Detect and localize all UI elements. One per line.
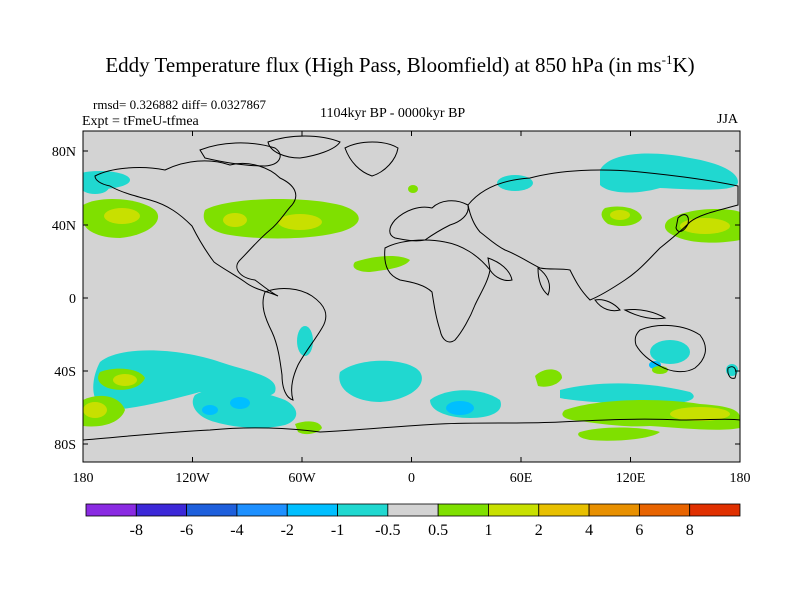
coastlines — [83, 135, 740, 441]
colorbar-swatch — [538, 503, 590, 517]
colorbar-swatch — [85, 503, 137, 517]
colorbar-label: -2 — [281, 522, 294, 539]
stats-text: rmsd= 0.326882 diff= 0.0327867 — [93, 97, 266, 112]
lon-tick-label: 60W — [288, 471, 316, 486]
latitude-axis: 80N 40N 0 40S 80S — [52, 145, 740, 453]
experiment-text: Expt = tFmeU-tfmea — [82, 114, 199, 129]
colorbar-swatch — [437, 503, 489, 517]
lon-tick-label: 180 — [73, 471, 94, 486]
season-text: JJA — [717, 112, 739, 127]
lon-tick-label: 120W — [175, 471, 210, 486]
colorbar: -8 -6 -4 -2 -1 -0.5 0.5 1 2 4 6 8 — [85, 503, 741, 539]
colorbar-label: 2 — [535, 522, 543, 539]
colorbar-label: 0.5 — [428, 522, 448, 539]
colorbar-swatch — [488, 503, 540, 517]
lon-tick-label: 120E — [616, 471, 646, 486]
colorbar-label: -6 — [180, 522, 193, 539]
period-text: 1104kyr BP - 0000kyr BP — [320, 106, 466, 121]
colorbar-label: -4 — [230, 522, 243, 539]
colorbar-label: -8 — [130, 522, 143, 539]
lat-tick-label: 80N — [52, 145, 76, 160]
colorbar-label: 6 — [635, 522, 643, 539]
colorbar-swatch — [387, 503, 439, 517]
colorbar-label: -1 — [331, 522, 344, 539]
colorbar-label: 4 — [585, 522, 593, 539]
negative-anomaly-cores — [202, 361, 661, 415]
colorbar-label: 8 — [686, 522, 694, 539]
colorbar-swatch — [236, 503, 288, 517]
lon-tick-label: 0 — [408, 471, 415, 486]
colorbar-swatch — [135, 503, 188, 517]
positive-anomaly-cores — [83, 208, 730, 421]
negative-anomaly-patches — [83, 153, 738, 428]
colorbar-label: 1 — [484, 522, 492, 539]
longitude-axis: 180 120W 60W 0 60E 120E 180 — [73, 131, 751, 486]
colorbar-swatch — [186, 503, 238, 517]
lat-tick-label: 0 — [69, 292, 76, 307]
lon-tick-label: 60E — [510, 471, 533, 486]
lat-tick-label: 40N — [52, 219, 76, 234]
chart-title: Eddy Temperature flux (High Pass, Bloomf… — [105, 52, 695, 77]
anomaly-contours — [83, 153, 740, 441]
colorbar-swatch — [689, 503, 741, 517]
colorbar-swatch — [638, 503, 691, 517]
colorbar-swatch — [286, 503, 338, 517]
lat-tick-label: 80S — [54, 438, 76, 453]
lon-tick-label: 180 — [730, 471, 751, 486]
colorbar-swatch — [588, 503, 640, 517]
lat-tick-label: 40S — [54, 365, 76, 380]
colorbar-label: -0.5 — [375, 522, 400, 539]
colorbar-swatch — [337, 503, 389, 517]
